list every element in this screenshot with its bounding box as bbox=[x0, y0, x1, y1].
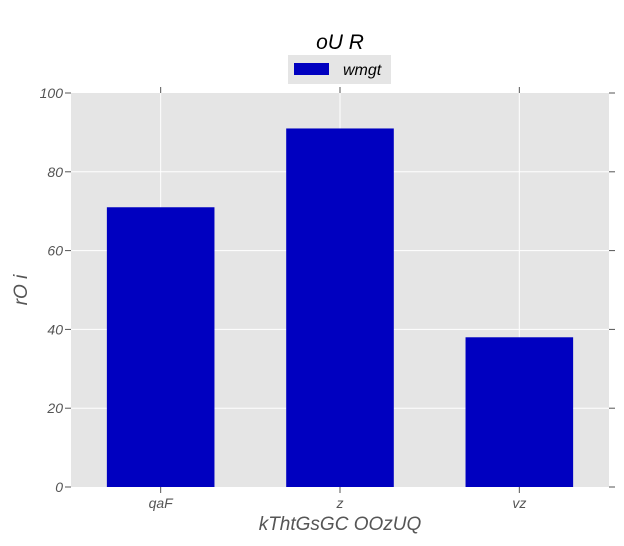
y-axis-label: rO i bbox=[11, 274, 32, 305]
bars bbox=[106, 128, 574, 487]
x-axis-label: kThtGsGC OOzUQ bbox=[259, 514, 422, 535]
chart-title: oU R bbox=[316, 31, 364, 54]
y-tick-label: 60 bbox=[47, 243, 63, 259]
y-tick-labels: 0 20 40 60 80 100 bbox=[40, 85, 64, 495]
y-tick-label: 20 bbox=[46, 400, 63, 416]
x-tick-labels: qaF z vz bbox=[149, 495, 527, 511]
y-tick-label: 40 bbox=[47, 321, 63, 337]
bar-vz bbox=[465, 337, 574, 487]
y-tick-label: 100 bbox=[40, 85, 64, 101]
bar-z bbox=[286, 128, 394, 487]
legend-label: wmgt bbox=[343, 62, 382, 79]
legend: wmgt bbox=[288, 55, 391, 84]
x-tick-label: qaF bbox=[149, 495, 175, 511]
x-tick-label: vz bbox=[512, 495, 526, 511]
bar-qaF bbox=[106, 207, 215, 487]
legend-swatch bbox=[294, 63, 329, 75]
x-tick-label: z bbox=[336, 495, 344, 511]
y-tick-label: 0 bbox=[55, 479, 63, 495]
tick-marks bbox=[65, 87, 615, 493]
y-tick-label: 80 bbox=[47, 164, 63, 180]
